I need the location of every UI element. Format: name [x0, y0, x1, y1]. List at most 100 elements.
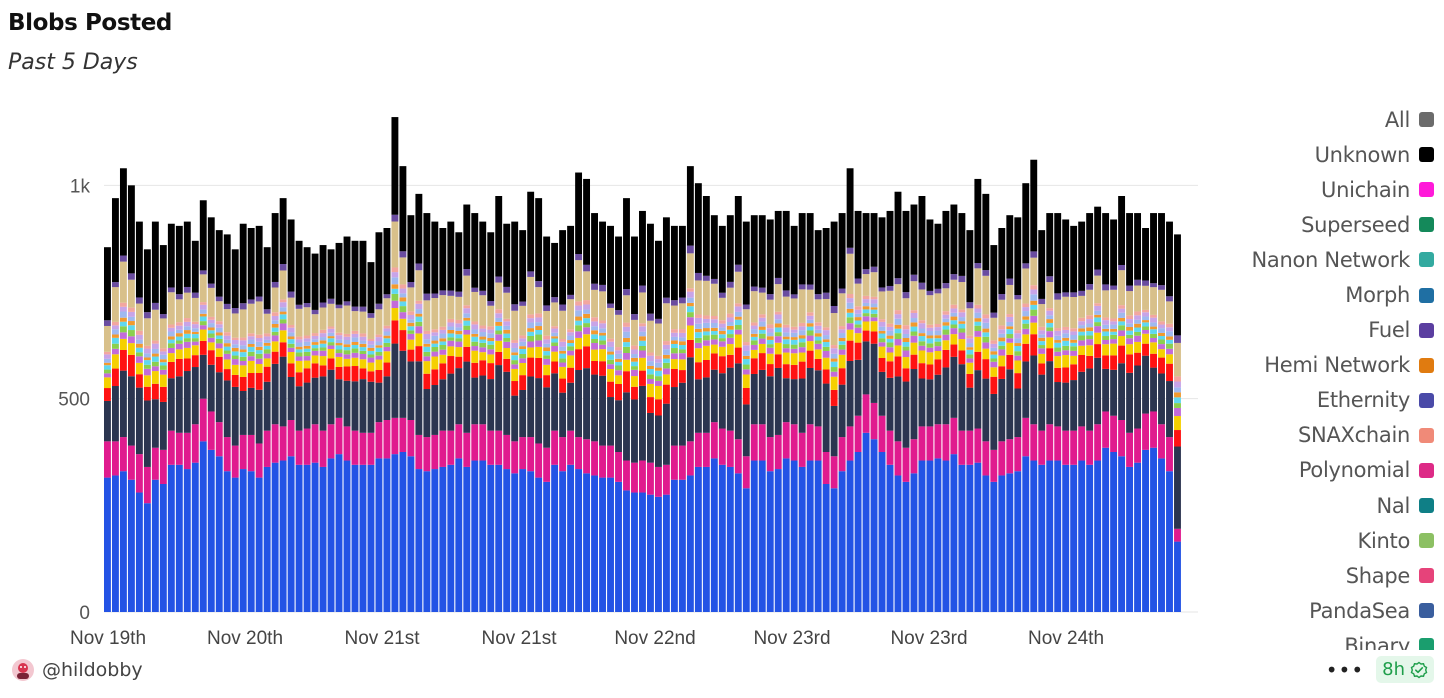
legend-item[interactable]: Unichain — [1194, 172, 1434, 207]
bar-segment — [1174, 376, 1181, 382]
bar-segment — [1078, 325, 1086, 329]
bar-segment — [974, 336, 982, 352]
legend-item[interactable]: Morph — [1194, 277, 1434, 312]
bar-segment — [183, 341, 191, 348]
bar-segment — [1110, 324, 1118, 329]
bar-segment — [678, 445, 686, 480]
bar-segment — [1102, 411, 1110, 448]
bar-segment — [1062, 337, 1070, 341]
bar-segment — [1174, 381, 1181, 388]
bar-segment — [734, 347, 742, 364]
bar-segment — [926, 379, 934, 427]
bar-segment — [127, 336, 135, 344]
bar-segment — [886, 323, 894, 327]
bar-segment — [926, 343, 934, 348]
bar-segment — [391, 221, 399, 268]
bar-segment — [742, 304, 750, 310]
bar-segment — [359, 333, 367, 337]
bar-segment — [135, 334, 143, 340]
bar-segment — [838, 329, 846, 334]
legend-item[interactable]: PandaSea — [1194, 593, 1434, 628]
bar-segment — [950, 279, 958, 305]
bar-segment — [670, 332, 678, 337]
legend-item[interactable]: Unknown — [1194, 137, 1434, 172]
bar-segment — [247, 351, 255, 357]
bar-segment — [886, 330, 894, 336]
bar-segment — [654, 240, 662, 319]
bar-segment — [734, 334, 742, 348]
bar-segment — [790, 332, 798, 338]
legend-item[interactable]: Ethernity — [1194, 383, 1434, 418]
bar-segment — [639, 357, 646, 371]
bar-segment — [111, 337, 119, 344]
bar-segment — [1166, 354, 1173, 364]
bar-segment — [615, 400, 622, 452]
bar-segment — [599, 323, 606, 329]
legend-item[interactable]: Polynomial — [1194, 453, 1434, 488]
bar-segment — [415, 270, 423, 301]
legend-swatch — [1419, 287, 1434, 303]
bar-segment — [862, 316, 870, 322]
bar-segment — [375, 359, 383, 371]
bar-segment — [958, 213, 966, 276]
bar-segment — [1110, 339, 1118, 344]
legend-item[interactable]: Binary — [1194, 628, 1434, 650]
bar-segment — [830, 389, 838, 406]
bar-segment — [854, 210, 862, 279]
bar-segment — [399, 306, 407, 313]
legend-swatch — [1419, 147, 1434, 163]
bar-segment — [822, 452, 830, 484]
bar-segment — [926, 347, 934, 353]
legend-item[interactable]: All — [1194, 102, 1434, 137]
bar-segment — [255, 346, 263, 351]
bar-segment — [966, 373, 974, 388]
bar-segment — [670, 368, 678, 388]
bar-segment — [1158, 458, 1165, 612]
x-tick-label: Nov 22nd — [614, 628, 695, 649]
bar-segment — [846, 323, 854, 330]
bar-segment — [678, 297, 686, 304]
bar-segment — [183, 326, 191, 331]
bar-segment — [647, 494, 654, 612]
bar-segment — [1150, 329, 1157, 334]
bar-segment — [718, 464, 726, 612]
bar-segment — [423, 389, 431, 438]
bar-segment — [1158, 289, 1165, 322]
bar-segment — [894, 310, 902, 315]
bar-segment — [599, 335, 606, 341]
bar-segment — [247, 344, 255, 347]
bar-segment — [854, 278, 862, 284]
bar-segment — [391, 267, 399, 273]
legend-item[interactable]: Superseed — [1194, 207, 1434, 242]
bar-segment — [407, 326, 415, 331]
bar-segment — [279, 342, 287, 357]
bar-segment — [479, 360, 487, 376]
bar-segment — [1030, 460, 1038, 612]
more-horizontal-icon[interactable]: ••• — [1325, 657, 1365, 682]
legend-item[interactable]: SNAXchain — [1194, 418, 1434, 453]
freshness-badge[interactable]: 8h — [1376, 656, 1434, 683]
legend-item[interactable]: Hemi Network — [1194, 348, 1434, 383]
bar-segment — [862, 432, 870, 612]
bar-segment — [718, 327, 726, 331]
bar-segment — [311, 335, 319, 340]
bar-segment — [798, 335, 806, 339]
bar-segment — [343, 347, 351, 351]
legend-item[interactable]: Nal — [1194, 488, 1434, 523]
legend-item[interactable]: Nanon Network — [1194, 242, 1434, 277]
bar-segment — [231, 313, 239, 338]
bar-segment — [1150, 322, 1157, 327]
bar-segment — [1110, 355, 1118, 370]
legend-item[interactable]: Fuel — [1194, 313, 1434, 348]
bar-segment — [942, 322, 950, 326]
author-attribution[interactable]: @hildobby — [12, 659, 143, 681]
legend-item[interactable]: Shape — [1194, 558, 1434, 593]
bar-segment — [950, 204, 958, 275]
bar-segment — [647, 374, 654, 380]
bar-segment — [503, 434, 511, 470]
bar-segment — [183, 318, 191, 322]
bar-segment — [806, 424, 814, 461]
legend-item[interactable]: Kinto — [1194, 523, 1434, 558]
bar-segment — [886, 342, 894, 348]
bar-segment — [758, 215, 766, 288]
